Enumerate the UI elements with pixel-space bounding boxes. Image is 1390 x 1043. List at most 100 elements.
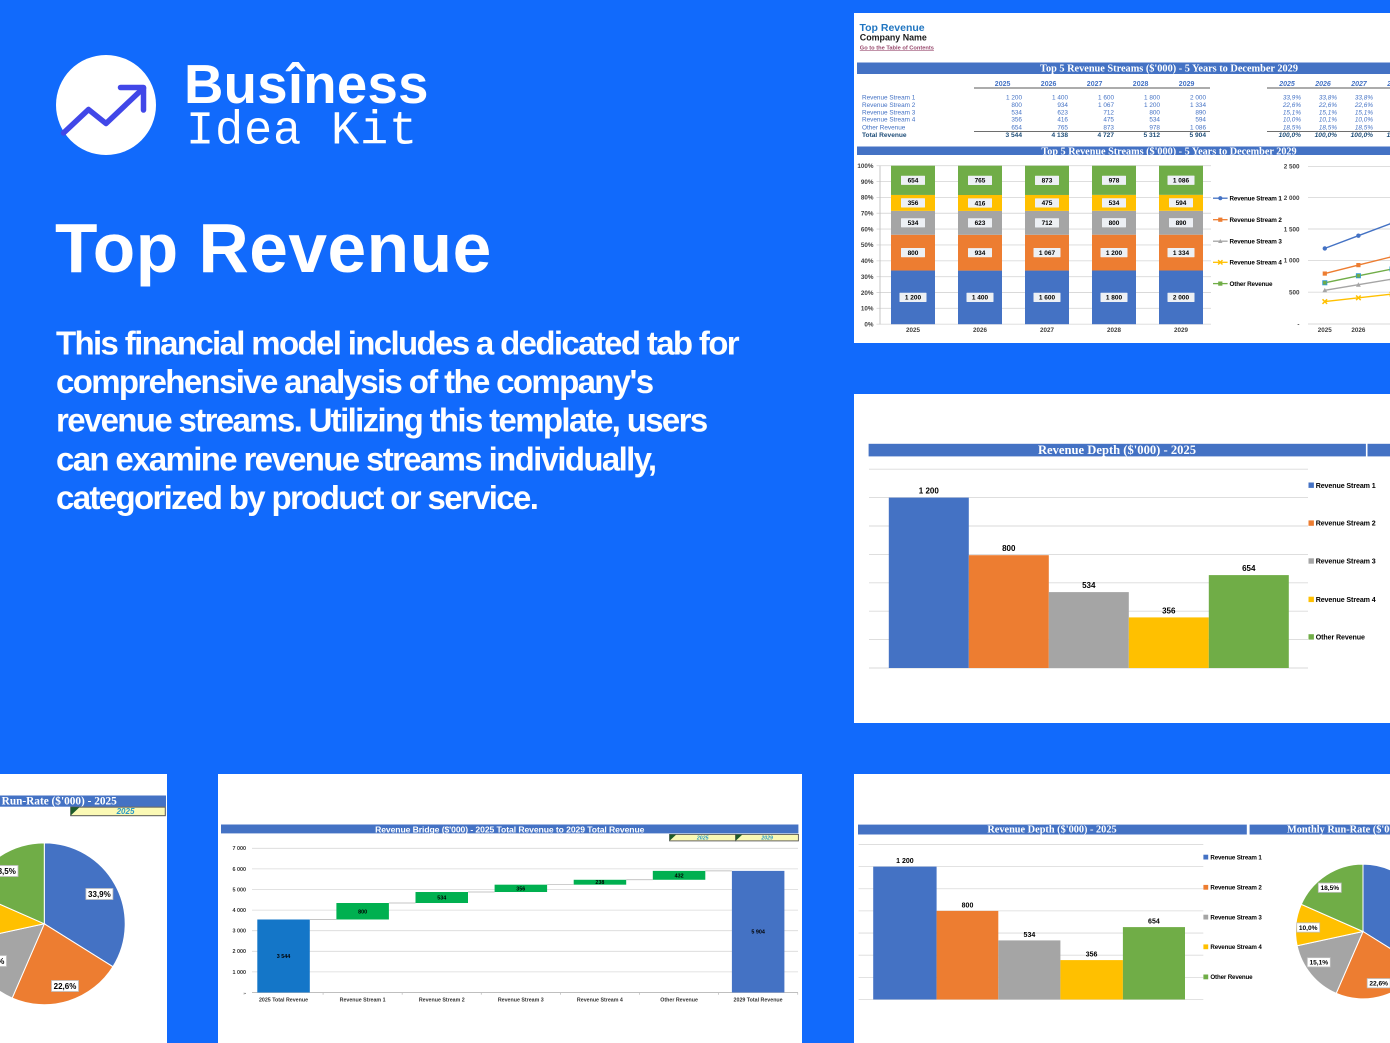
svg-text:33,8%: 33,8%	[1319, 94, 1337, 101]
svg-text:5 312: 5 312	[1143, 131, 1160, 138]
svg-text:416: 416	[975, 200, 986, 207]
svg-text:6 000: 6 000	[233, 867, 247, 873]
svg-text:1 067: 1 067	[1039, 250, 1056, 257]
svg-text:Top Revenue: Top Revenue	[860, 21, 925, 33]
svg-text:10,1%: 10,1%	[1319, 116, 1337, 123]
svg-text:623: 623	[1057, 109, 1068, 116]
svg-text:-: -	[1297, 321, 1299, 328]
svg-text:20%: 20%	[861, 289, 874, 296]
svg-text:934: 934	[975, 250, 986, 257]
svg-text:Revenue Stream 2: Revenue Stream 2	[862, 102, 916, 109]
svg-text:1 600: 1 600	[1039, 294, 1056, 301]
svg-text:800: 800	[1011, 102, 1022, 109]
svg-text:500: 500	[1289, 289, 1300, 296]
svg-text:2 000: 2 000	[1284, 194, 1300, 201]
svg-text:Revenue Stream 3: Revenue Stream 3	[1210, 914, 1262, 921]
svg-text:416: 416	[1057, 116, 1068, 123]
svg-text:2025: 2025	[1318, 326, 1333, 333]
svg-text:800: 800	[358, 909, 367, 915]
svg-text:873: 873	[1103, 124, 1114, 131]
svg-text:4 727: 4 727	[1097, 131, 1114, 138]
svg-text:1 200: 1 200	[1106, 249, 1123, 256]
svg-text:654: 654	[1242, 564, 1256, 573]
svg-text:800: 800	[962, 902, 974, 909]
svg-text:3 544: 3 544	[1005, 131, 1022, 138]
svg-text:comprehensive analysis of the: comprehensive analysis of the company's	[56, 363, 653, 400]
svg-text:Company Name: Company Name	[860, 32, 927, 42]
svg-text:1 000: 1 000	[233, 970, 247, 976]
svg-text:30%: 30%	[861, 273, 874, 280]
svg-text:15,1%: 15,1%	[1309, 960, 1328, 967]
svg-text:2 500: 2 500	[1284, 163, 1300, 170]
svg-text:2026: 2026	[1314, 81, 1331, 88]
svg-text:623: 623	[975, 220, 986, 227]
svg-text:Revenue Stream 3: Revenue Stream 3	[1316, 558, 1376, 566]
svg-text:2 000: 2 000	[1173, 294, 1190, 301]
svg-text:Other Revenue: Other Revenue	[660, 997, 698, 1003]
svg-text:60%: 60%	[861, 226, 874, 233]
svg-text:2029: 2029	[1179, 81, 1195, 88]
svg-text:Revenue Depth ($'000) - 2025: Revenue Depth ($'000) - 2025	[987, 825, 1116, 836]
svg-text:80%: 80%	[861, 194, 874, 201]
svg-text:534: 534	[908, 220, 919, 227]
svg-text:22,6%: 22,6%	[1318, 102, 1337, 109]
svg-text:534: 534	[1149, 116, 1160, 123]
svg-text:15,1%: 15,1%	[1319, 109, 1337, 116]
svg-text:2025: 2025	[1278, 81, 1295, 88]
svg-text:2025: 2025	[995, 81, 1011, 88]
svg-text:10,0%: 10,0%	[1283, 116, 1301, 123]
svg-text:1 086: 1 086	[1190, 124, 1206, 131]
svg-text:712: 712	[1042, 220, 1053, 227]
svg-text:Revenue Bridge ($'000) - 2025: Revenue Bridge ($'000) - 2025 Total Reve…	[375, 824, 645, 834]
svg-text:594: 594	[1195, 116, 1206, 123]
svg-text:Revenue Stream 3: Revenue Stream 3	[1230, 238, 1283, 245]
svg-text:can examine revenue streams in: can examine revenue streams individually…	[56, 440, 655, 477]
svg-text:15,1%: 15,1%	[1355, 109, 1373, 116]
svg-text:2026: 2026	[1041, 81, 1057, 88]
svg-text:2028: 2028	[1386, 81, 1390, 88]
svg-text:Revenue Depth ($'000) - 2025: Revenue Depth ($'000) - 2025	[1038, 443, 1196, 457]
svg-text:2 000: 2 000	[233, 949, 247, 955]
svg-text:2027: 2027	[1040, 326, 1055, 333]
svg-text:18,5%: 18,5%	[1355, 124, 1373, 131]
svg-text:594: 594	[1176, 200, 1187, 207]
svg-text:1 800: 1 800	[1144, 94, 1160, 101]
svg-text:534: 534	[1109, 200, 1120, 207]
svg-text:654: 654	[908, 177, 919, 184]
svg-text:873: 873	[1042, 177, 1053, 184]
svg-text:5 904: 5 904	[1189, 131, 1206, 138]
svg-text:Revenue Stream 2: Revenue Stream 2	[1316, 520, 1376, 528]
svg-text:2026: 2026	[1351, 326, 1366, 333]
svg-text:7 000: 7 000	[233, 846, 247, 852]
svg-text:70%: 70%	[861, 210, 874, 217]
svg-text:654: 654	[1011, 124, 1022, 131]
svg-text:10,0%: 10,0%	[1355, 116, 1373, 123]
svg-text:-: -	[244, 990, 246, 996]
svg-text:1 000: 1 000	[1284, 257, 1300, 264]
svg-text:2029 Total Revenue: 2029 Total Revenue	[734, 997, 783, 1003]
svg-text:100,0%: 100,0%	[1387, 131, 1390, 138]
svg-text:1 400: 1 400	[1052, 94, 1068, 101]
svg-text:1 200: 1 200	[905, 294, 922, 301]
svg-text:100%: 100%	[857, 163, 874, 170]
svg-text:1 800: 1 800	[1106, 294, 1123, 301]
svg-text:2028: 2028	[1107, 326, 1122, 333]
svg-text:33,8%: 33,8%	[1355, 94, 1373, 101]
svg-text:475: 475	[1103, 116, 1114, 123]
svg-text:Revenue Stream 3: Revenue Stream 3	[498, 997, 544, 1003]
svg-text:Revenue Stream 2: Revenue Stream 2	[1230, 217, 1283, 224]
svg-text:890: 890	[1176, 220, 1187, 227]
svg-text:33,9%: 33,9%	[88, 890, 111, 899]
svg-text:1 600: 1 600	[1098, 94, 1114, 101]
svg-text:Total Revenue: Total Revenue	[862, 131, 907, 138]
svg-text:356: 356	[1011, 116, 1022, 123]
svg-text:2 000: 2 000	[1190, 94, 1206, 101]
svg-text:2025: 2025	[906, 326, 921, 333]
svg-text:1 086: 1 086	[1173, 177, 1190, 184]
svg-text:534: 534	[1024, 932, 1036, 939]
svg-text:Revenue Stream 4: Revenue Stream 4	[1210, 944, 1262, 951]
svg-text:Revenue Stream 4: Revenue Stream 4	[1230, 259, 1283, 266]
svg-text:3 000: 3 000	[233, 929, 247, 935]
svg-text:238: 238	[595, 880, 604, 886]
svg-text:356: 356	[516, 886, 525, 892]
